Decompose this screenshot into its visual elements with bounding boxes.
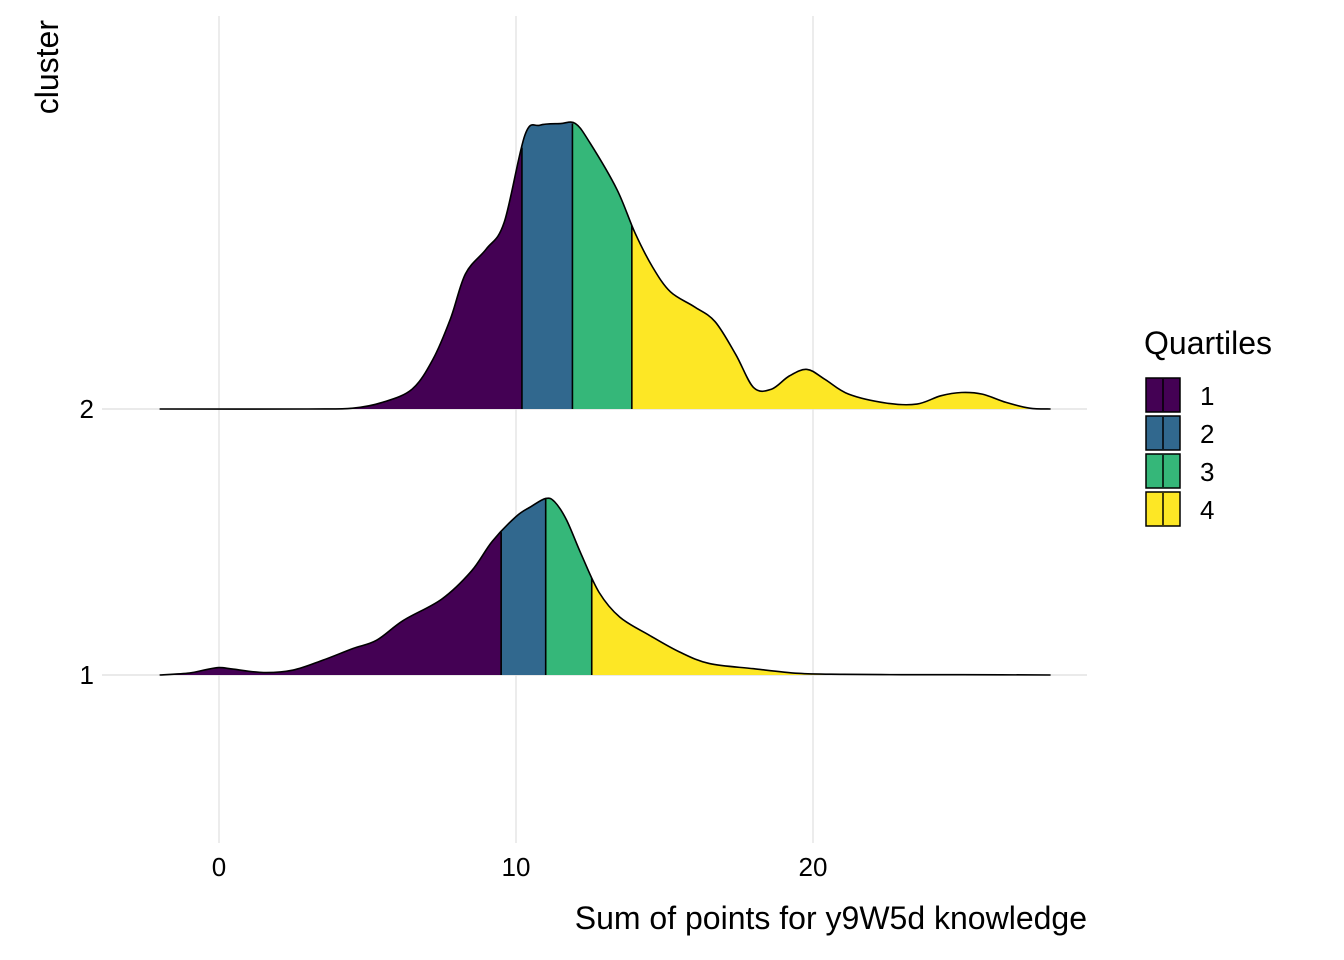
y-tick-label: 1 [80,660,94,690]
y-tick-label: 2 [80,394,94,424]
legend-label: 4 [1200,495,1214,525]
legend-items: 1 2 3 4 [1145,377,1214,527]
legend-item: 2 [1145,415,1214,451]
ridges [159,121,1051,676]
quartile-4-segment [631,122,1051,409]
x-axis-title: Sum of points for y9W5d knowledge [575,900,1087,936]
legend-item: 4 [1145,491,1214,527]
legend-label: 1 [1200,381,1214,411]
x-axis-ticks: 0 10 20 [212,852,828,882]
legend-item: 3 [1145,453,1214,489]
grid-lines [102,16,1087,843]
quartile-2-segment [501,498,546,675]
density-outline [159,121,1051,410]
legend: Quartiles 1 2 3 4 [1144,325,1272,527]
x-tick-label: 20 [799,852,828,882]
y-axis-title: cluster [29,20,65,115]
ridge-cluster-2 [159,121,1051,410]
y-axis-ticks: 12 [80,394,94,690]
legend-title: Quartiles [1144,325,1272,361]
legend-item: 1 [1145,377,1214,413]
legend-label: 3 [1200,457,1214,487]
x-tick-label: 0 [212,852,226,882]
x-tick-label: 10 [502,852,531,882]
legend-label: 2 [1200,419,1214,449]
quartile-2-segment [521,122,573,409]
quartile-1-segment [159,122,522,409]
density-outline [159,497,1051,676]
